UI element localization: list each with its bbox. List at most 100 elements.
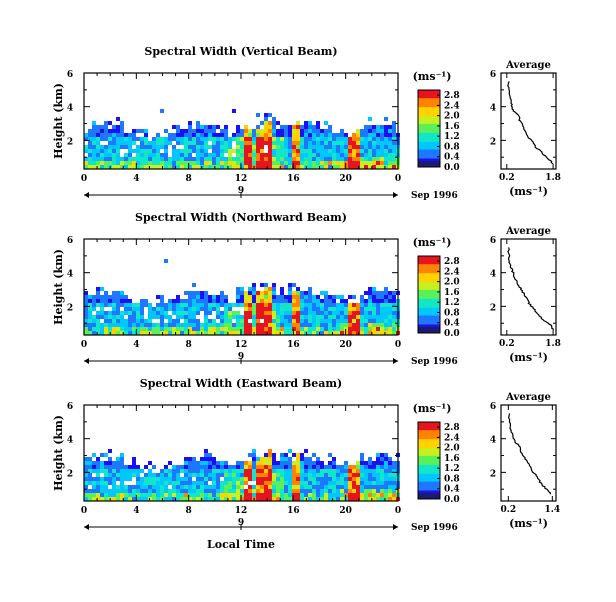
colorbar-band: [418, 295, 440, 298]
colorbar-band: [418, 437, 440, 440]
colorbar-band: [418, 152, 440, 155]
average-title: Average: [505, 226, 551, 237]
x-tick-label: 0: [395, 340, 401, 350]
arrow-left-icon: [84, 192, 89, 198]
colorbar-band: [418, 452, 440, 455]
average-x-tick-label: 0.2: [499, 173, 515, 183]
colorbar-band: [418, 270, 440, 272]
y-tick-label: 2: [67, 137, 73, 147]
x-tick-label: 4: [133, 506, 139, 516]
colorbar-band: [418, 430, 440, 433]
x-tick-label: 12: [235, 340, 248, 350]
colorbar-band: [418, 447, 440, 450]
y-tick-label: 4: [67, 104, 73, 114]
colorbar-band: [418, 280, 440, 283]
colorbar-band: [418, 120, 440, 123]
colorbar-band: [418, 442, 440, 445]
colorbar-band: [418, 461, 440, 464]
colorbar-band: [418, 459, 440, 461]
colorbar-band: [418, 446, 440, 449]
average-x-tick-label: 1.8: [545, 339, 561, 349]
colorbar-tick-label: 0.4: [444, 153, 460, 163]
colorbar-tick-label: 2.4: [444, 267, 460, 277]
colorbar-band: [418, 423, 440, 426]
colorbar-unit: (ms⁻¹): [413, 402, 452, 415]
colorbar-band: [418, 119, 440, 122]
colorbar-band: [418, 156, 440, 159]
average-unit: (ms⁻¹): [509, 351, 548, 364]
day-axis: 9 Sep 1996: [84, 518, 458, 533]
colorbar-band: [418, 325, 440, 328]
colorbar-tick-label: 0.8: [444, 308, 460, 318]
colorbar-frame: [417, 255, 441, 334]
colorbar-tick-label: 2.0: [444, 444, 460, 454]
colorbar-tick-label: 0.0: [444, 163, 460, 173]
colorbar-band: [418, 316, 440, 319]
colorbar-band: [418, 486, 440, 488]
arrow-right-icon: [393, 192, 398, 198]
y-axis-label: Height (km): [52, 83, 65, 159]
colorbar-band: [418, 279, 440, 281]
x-tick-label: 0: [395, 506, 401, 516]
colorbar-tick-label: 2.0: [444, 278, 460, 288]
y-tick-label: 6: [67, 70, 73, 80]
colorbar-band: [418, 454, 440, 456]
average-profile-line: [507, 247, 554, 331]
average-profile-line: [507, 81, 554, 165]
colorbar-tick-label: 2.8: [444, 257, 460, 267]
colorbar-tick-label: 2.8: [444, 91, 460, 101]
average-x-tick-label: 1.4: [544, 505, 560, 515]
y-tick-label: 6: [67, 236, 73, 246]
average-y-tick-label: 4: [490, 104, 496, 114]
colorbar-band: [418, 469, 440, 472]
colorbar-band: [418, 318, 440, 321]
y-axis-label: Height (km): [52, 249, 65, 325]
date-label: Sep 1996: [411, 523, 458, 533]
arrow-right-icon: [393, 524, 398, 530]
average-title: Average: [505, 392, 551, 403]
colorbar: (ms⁻¹) 0.00.40.81.21.62.02.42.8: [413, 236, 460, 339]
arrow-right-icon: [393, 358, 398, 364]
colorbar-band: [418, 142, 440, 145]
colorbar-tick-label: 1.2: [444, 298, 460, 308]
colorbar-band: [418, 111, 440, 114]
colorbar-band: [418, 470, 440, 473]
colorbar-band: [418, 298, 440, 301]
colorbar-band: [418, 422, 440, 424]
colorbar-band: [418, 105, 440, 108]
colorbar-band: [418, 134, 440, 137]
colorbar-band: [418, 478, 440, 481]
colorbar-band: [418, 468, 440, 470]
colorbar-band: [418, 439, 440, 442]
colorbar-band: [418, 482, 440, 485]
colorbar-band: [418, 257, 440, 260]
heatmap-cells: [84, 449, 400, 501]
average-y-tick-label: 4: [490, 436, 496, 446]
x-tick-label: 0: [81, 506, 87, 516]
day-axis: 9 Sep 1996: [84, 352, 458, 367]
colorbar-band: [418, 128, 440, 131]
colorbar-band: [418, 428, 440, 431]
x-tick-label: 0: [81, 174, 87, 184]
colorbar-band: [418, 306, 440, 308]
colorbar-band: [418, 122, 440, 124]
average-frame: [500, 72, 557, 170]
colorbar-band: [418, 285, 440, 288]
colorbar-tick-label: 2.4: [444, 433, 460, 443]
colorbar-band: [418, 472, 440, 474]
colorbar-band: [418, 136, 440, 138]
colorbar-band: [418, 151, 440, 154]
colorbar-band: [418, 116, 440, 119]
day-marker: 9: [238, 186, 244, 196]
colorbar-band: [418, 150, 440, 153]
arrow-left-icon: [84, 358, 89, 364]
colorbar-band: [418, 297, 440, 299]
average-y-tick-label: 6: [490, 402, 496, 412]
colorbar-band: [418, 137, 440, 140]
date-label: Sep 1996: [411, 191, 458, 201]
colorbar-band: [418, 276, 440, 279]
average-y-tick-label: 2: [490, 137, 496, 147]
x-tick-label: 8: [186, 174, 192, 184]
colorbar-band: [418, 427, 440, 429]
colorbar-band: [418, 302, 440, 304]
